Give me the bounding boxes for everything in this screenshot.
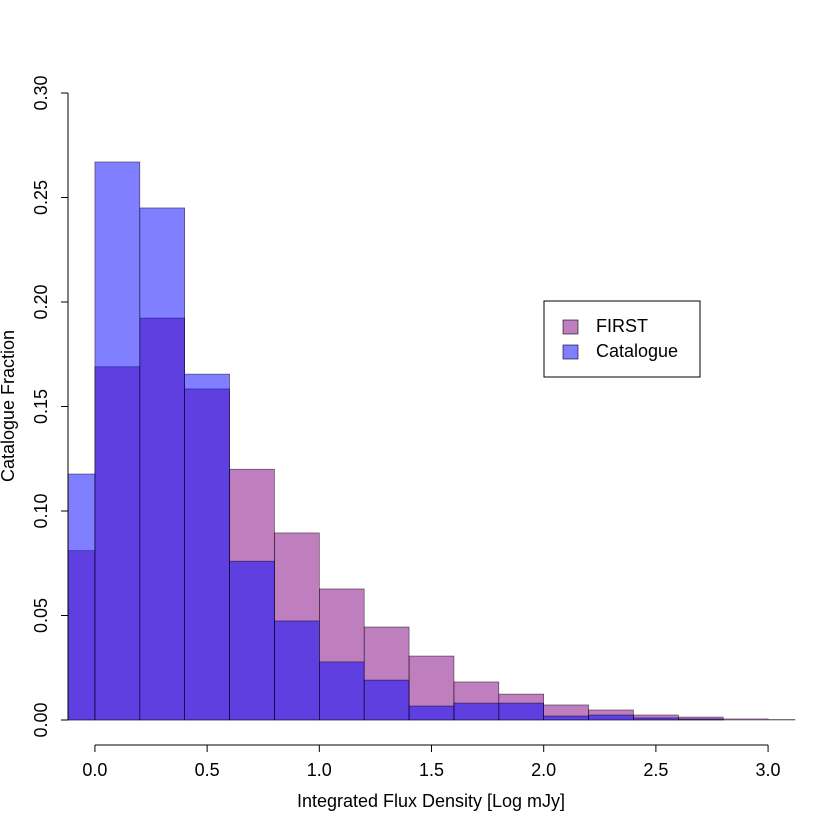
x-tick-label: 0.0 [82, 760, 107, 780]
x-tick-label: 0.5 [195, 760, 220, 780]
histogram-bar [544, 716, 589, 720]
histogram-bar [454, 703, 499, 720]
y-tick-label: 0.20 [31, 284, 51, 319]
histogram-bar [499, 703, 544, 720]
y-tick-label: 0.30 [31, 75, 51, 110]
y-tick-label: 0.25 [31, 180, 51, 215]
histogram-bar [409, 706, 454, 720]
histogram-bar [95, 162, 140, 720]
y-tick-label: 0.00 [31, 702, 51, 737]
legend-label: Catalogue [596, 341, 678, 361]
legend: FIRST Catalogue [544, 301, 700, 377]
legend-label: FIRST [596, 316, 648, 336]
y-axis-title: Catalogue Fraction [0, 330, 18, 482]
histogram-bar [230, 561, 275, 720]
histogram-bar [678, 719, 723, 720]
y-tick-label: 0.10 [31, 493, 51, 528]
y-tick-label: 0.05 [31, 598, 51, 633]
histogram-bar [68, 474, 95, 720]
histogram-bar [140, 208, 185, 720]
histogram-bar [274, 621, 319, 720]
x-tick-label: 2.0 [531, 760, 556, 780]
x-tick-label: 1.5 [419, 760, 444, 780]
x-tick-label: 3.0 [756, 760, 781, 780]
x-axis-title: Integrated Flux Density [Log mJy] [297, 791, 565, 811]
histogram-bar [319, 662, 364, 720]
legend-box [544, 301, 700, 377]
x-tick-label: 2.5 [643, 760, 668, 780]
legend-swatch [563, 345, 578, 359]
histogram-bar [723, 719, 768, 720]
y-tick-label: 0.15 [31, 389, 51, 424]
x-tick-label: 1.0 [307, 760, 332, 780]
histogram-bar [633, 718, 678, 720]
histogram-bar [185, 374, 230, 720]
legend-swatch [563, 320, 578, 334]
histogram-bar [589, 715, 634, 720]
histogram-bar [364, 680, 409, 720]
